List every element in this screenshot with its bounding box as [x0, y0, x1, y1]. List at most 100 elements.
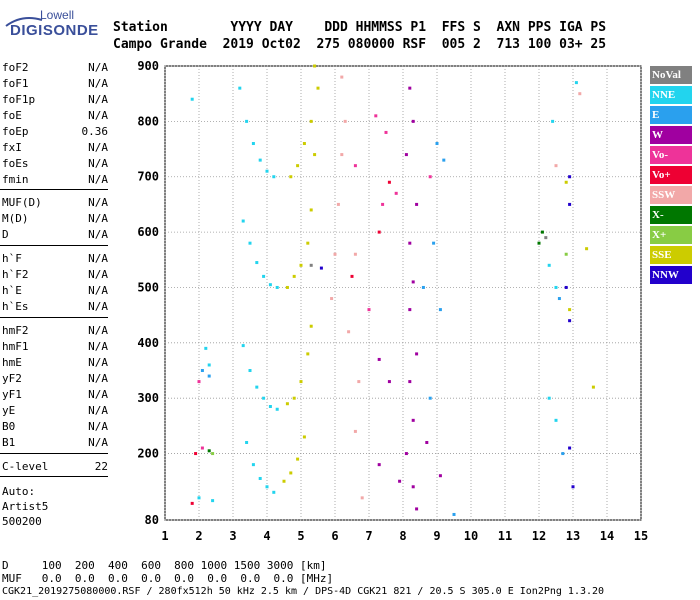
echo-point — [428, 396, 432, 400]
legend-item-w: W — [650, 126, 692, 144]
auto-scaling-line3: 500200 — [2, 515, 42, 528]
param-value: N/A — [88, 284, 108, 297]
echo-point — [537, 241, 541, 245]
param-row-h-e: h`E N/A — [0, 283, 108, 299]
echo-point — [272, 175, 276, 179]
param-label: foF1 — [2, 77, 29, 90]
param-label: fxI — [2, 141, 22, 154]
echo-point — [306, 241, 310, 245]
echo-point — [428, 175, 432, 179]
x-tick-label: 11 — [498, 529, 512, 543]
parameter-panel: foF2 N/A foF1 N/A foF1p N/A foE N/A foEp 0.36 fxI N… — [0, 60, 108, 530]
echo-point — [197, 380, 201, 384]
param-row-m-d-: M(D) N/A — [0, 211, 108, 227]
y-tick-label: 200 — [137, 447, 159, 461]
echo-point — [544, 236, 548, 240]
x-tick-label: 6 — [331, 529, 338, 543]
legend-item-vo: Vo- — [650, 146, 692, 164]
logo-text-digisonde: DIGISONDE — [10, 22, 99, 39]
echo-point — [309, 119, 313, 123]
echo-point — [197, 496, 201, 500]
param-value: N/A — [88, 372, 108, 385]
echo-point — [547, 396, 551, 400]
x-tick-label: 7 — [365, 529, 372, 543]
echo-point — [238, 86, 242, 90]
echo-point — [296, 457, 300, 461]
echo-point — [568, 202, 572, 206]
x-tick-label: 13 — [566, 529, 580, 543]
param-value: N/A — [88, 109, 108, 122]
echo-point — [211, 499, 215, 503]
echo-point — [571, 485, 575, 489]
param-value: N/A — [88, 157, 108, 170]
x-tick-label: 12 — [532, 529, 546, 543]
header-row-2: Campo Grande 2019 Oct02 275 080000 RSF 0… — [113, 37, 607, 52]
echo-point — [319, 266, 323, 270]
echo-point — [551, 119, 555, 123]
echo-point — [207, 449, 211, 453]
echo-point — [251, 142, 255, 146]
echo-point — [340, 153, 344, 157]
param-row-fmin: fmin N/A — [0, 172, 108, 188]
panel-divider — [0, 317, 108, 318]
echo-point — [207, 374, 211, 378]
echo-point — [421, 285, 425, 289]
echo-point — [200, 369, 204, 373]
echo-point — [411, 418, 415, 422]
panel-divider — [0, 245, 108, 246]
legend-item-sse: SSE — [650, 246, 692, 264]
param-label: M(D) — [2, 212, 29, 225]
x-tick-label: 8 — [399, 529, 406, 543]
param-row-d: D N/A — [0, 227, 108, 243]
echo-point — [574, 81, 578, 85]
echo-point — [248, 369, 252, 373]
echo-point — [258, 476, 262, 480]
footer-status-line: CGK21_2019275080000.RSF / 280fx512h 50 k… — [2, 586, 605, 597]
param-value: N/A — [88, 300, 108, 313]
echo-point — [585, 247, 589, 251]
param-row-yf2: yF2 N/A — [0, 371, 108, 387]
param-row-ye: yE N/A — [0, 403, 108, 419]
echo-point — [387, 180, 391, 184]
param-value: N/A — [88, 268, 108, 281]
y-tick-label: 400 — [137, 336, 159, 350]
echo-point — [241, 219, 245, 223]
echo-point — [306, 352, 310, 356]
y-tick-label: 80 — [145, 513, 159, 527]
echo-point — [408, 380, 412, 384]
echo-point — [411, 485, 415, 489]
param-label: hmE — [2, 356, 22, 369]
param-row-b0: B0 N/A — [0, 419, 108, 435]
echo-point — [262, 274, 266, 278]
param-value: N/A — [88, 228, 108, 241]
y-tick-label: 300 — [137, 391, 159, 405]
param-row-fxi: fxI N/A — [0, 140, 108, 156]
panel-divider — [0, 453, 108, 454]
echo-point — [554, 418, 558, 422]
param-row-fof1p: foF1p N/A — [0, 92, 108, 108]
param-row-fof1: foF1 N/A — [0, 76, 108, 92]
param-label: yF2 — [2, 372, 22, 385]
echo-point — [275, 285, 279, 289]
x-tick-label: 4 — [263, 529, 270, 543]
echo-point — [547, 263, 551, 267]
param-row-yf1: yF1 N/A — [0, 387, 108, 403]
echo-point — [564, 285, 568, 289]
param-row-foe: foE N/A — [0, 108, 108, 124]
echo-point — [377, 357, 381, 361]
footer-muf-row: MUF 0.0 0.0 0.0 0.0 0.0 0.0 0.0 0.0 [MHz… — [2, 572, 334, 585]
param-value: N/A — [88, 340, 108, 353]
x-tick-label: 10 — [464, 529, 478, 543]
param-value: N/A — [88, 141, 108, 154]
echo-point — [268, 283, 272, 287]
echo-point — [255, 261, 259, 265]
param-label: MUF(D) — [2, 196, 42, 209]
param-row-hmf1: hmF1 N/A — [0, 339, 108, 355]
echo-point — [415, 202, 419, 206]
param-row-h-es: h`Es N/A — [0, 299, 108, 315]
echo-point — [353, 164, 357, 168]
echo-point — [190, 97, 194, 101]
param-label: h`F2 — [2, 268, 29, 281]
x-tick-label: 3 — [229, 529, 236, 543]
y-tick-label: 700 — [137, 170, 159, 184]
